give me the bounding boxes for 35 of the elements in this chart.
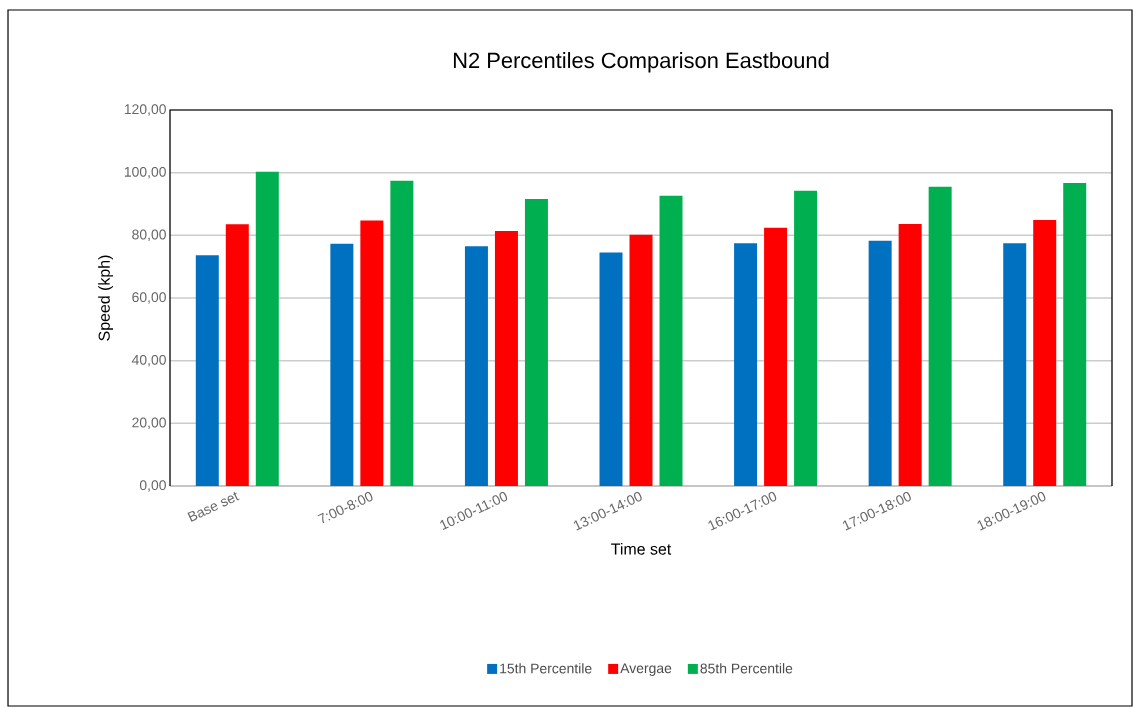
bar <box>734 243 758 486</box>
bar <box>868 240 892 486</box>
y-tick-label: 120,00 <box>124 104 166 116</box>
bar <box>599 252 623 486</box>
y-axis-title: Speed (kph) <box>98 255 113 341</box>
bar <box>494 230 518 486</box>
y-tick-label: 80,00 <box>132 229 166 242</box>
chart-title: N2 Percentiles Comparison Eastbound <box>453 52 829 73</box>
y-tick-label: 20,00 <box>132 417 166 430</box>
legend-label: 85th Percentile <box>700 663 793 674</box>
legend-label: Avergae <box>620 663 672 676</box>
bar <box>464 246 488 486</box>
bar <box>794 190 818 486</box>
bar <box>390 180 414 486</box>
bar <box>928 186 952 486</box>
x-axis-title: Time set <box>611 543 672 555</box>
bar <box>1063 182 1087 486</box>
bar <box>629 234 653 486</box>
legend-label: 15th Percentile <box>500 663 592 674</box>
y-tick-label: 60,00 <box>132 292 166 304</box>
bar <box>764 227 788 486</box>
bar <box>360 220 384 486</box>
y-tick-label: 100,00 <box>124 166 166 179</box>
bar <box>195 255 219 486</box>
y-tick-label: 40,00 <box>131 354 166 367</box>
bar <box>330 243 354 486</box>
bar <box>1033 219 1057 486</box>
bar <box>255 171 279 486</box>
bar <box>1003 243 1027 486</box>
bar <box>225 224 249 486</box>
bar <box>524 198 548 486</box>
bar <box>898 224 922 486</box>
x-tick-label: Base set <box>187 491 240 522</box>
bar <box>659 195 683 486</box>
y-tick-label: 0,00 <box>139 480 166 492</box>
